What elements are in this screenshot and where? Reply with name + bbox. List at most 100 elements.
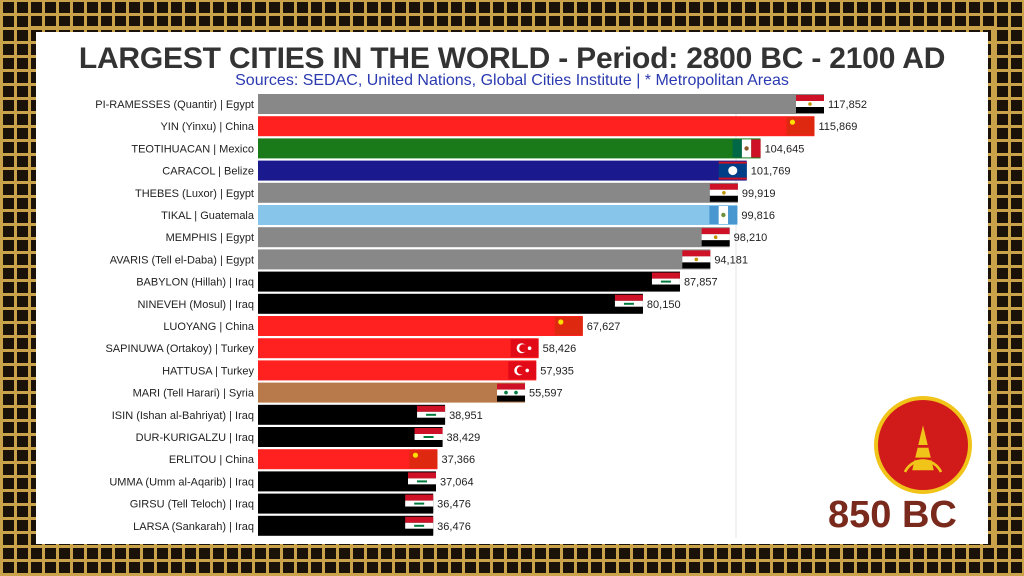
bar: [258, 427, 443, 447]
value-label: 38,429: [447, 432, 481, 444]
value-label: 98,210: [734, 232, 768, 244]
bar: [258, 249, 711, 270]
flag-iraq-icon: [614, 294, 643, 313]
flag-stripe: [554, 317, 583, 335]
value-label: 94,181: [714, 254, 748, 266]
city-label: UMMA (Umm al-Aqarib) | Iraq: [109, 476, 254, 488]
city-label: DUR-KURIGALZU | Iraq: [136, 432, 254, 444]
flag-stripe: [414, 440, 443, 446]
city-label: MEMPHIS | Egypt: [166, 232, 254, 244]
flag-iraq-icon: [405, 494, 434, 513]
flag-stripe: [623, 302, 634, 305]
flag-stripe: [614, 294, 643, 301]
city-label: CARACOL | Belize: [162, 166, 254, 178]
flag-stripe: [796, 107, 824, 113]
city-label: SAPINUWA (Ortakoy) | Turkey: [105, 343, 254, 355]
flag-stripe: [651, 284, 680, 291]
value-label: 104,645: [765, 143, 805, 155]
flag-iraq-icon: [408, 472, 437, 491]
bar: [258, 493, 434, 514]
city-label: GIRSU (Tell Teloch) | Iraq: [130, 499, 254, 511]
flag-belize-icon: [718, 161, 747, 180]
bar: [258, 271, 680, 292]
flag-emblem: [722, 191, 726, 195]
flag-stripe: [796, 95, 824, 101]
flag-star: [789, 119, 796, 125]
city-label: ERLITOU | China: [169, 454, 255, 466]
flag-stripe: [718, 177, 747, 180]
flag-star: [527, 346, 532, 351]
flag-china-icon: [409, 450, 438, 469]
flag-star: [525, 368, 530, 373]
bar: [258, 316, 583, 336]
value-label: 38,951: [449, 410, 483, 422]
value-label: 55,597: [529, 388, 563, 400]
flag-stripe: [423, 436, 434, 438]
flag-stripe: [682, 250, 711, 257]
flag-star: [412, 452, 419, 458]
city-label: LARSA (Sankarah) | Iraq: [133, 521, 254, 533]
flag-china-icon: [554, 317, 583, 335]
city-label: BABYLON (Hillah) | Iraq: [136, 277, 254, 289]
bar: [258, 471, 437, 492]
flag-stripe: [701, 240, 730, 247]
flag-stripe: [732, 139, 742, 158]
value-label: 101,769: [751, 166, 791, 178]
bar: [258, 515, 434, 536]
flag-stripe: [408, 484, 437, 491]
bar: [258, 404, 446, 425]
flag-turkey-icon: [508, 361, 537, 380]
flag-stripe: [709, 206, 719, 224]
flag-stripe: [786, 117, 815, 136]
flag-star: [514, 390, 518, 395]
flag-stripe: [728, 206, 738, 224]
flag-stripe: [497, 395, 526, 402]
bar-chart: PI-RAMESSES (Quantir) | Egypt 117,852 YIN …: [95, 94, 867, 538]
value-label: 37,366: [441, 454, 475, 466]
city-label: AVARIS (Tell el-Daba) | Egypt: [110, 254, 254, 266]
city-label: MARI (Tell Harari) | Syria: [133, 388, 255, 400]
city-label: LUOYANG | China: [163, 321, 255, 333]
flag-stripe: [709, 195, 738, 202]
flag-china-icon: [786, 117, 815, 136]
value-label: 87,857: [684, 277, 718, 289]
flag-iraq-icon: [414, 428, 443, 446]
flag-turkey-icon: [510, 339, 539, 358]
city-label: TEOTIHUACAN | Mexico: [131, 143, 254, 155]
flag-emblem: [713, 235, 718, 239]
value-label: 115,869: [818, 121, 857, 133]
cityglobetour-logo: [874, 396, 972, 494]
flag-stripe: [660, 280, 671, 283]
city-label: PI-RAMESSES (Quantir) | Egypt: [95, 99, 254, 111]
flag-egypt-icon: [682, 250, 711, 269]
flag-stripe: [405, 528, 434, 535]
value-label: 57,935: [540, 365, 574, 377]
flag-stripe: [709, 183, 738, 190]
flag-stripe: [417, 417, 446, 424]
flag-star: [504, 390, 508, 395]
value-label: 36,476: [437, 499, 471, 511]
value-label: 80,150: [647, 299, 681, 311]
year-label: 850 BC: [828, 494, 957, 536]
flag-stripe: [405, 506, 434, 513]
flag-stripe: [497, 389, 526, 396]
flag-emblem: [694, 257, 699, 262]
flag-stripe: [405, 494, 434, 501]
bar: [258, 94, 824, 114]
bar: [258, 182, 738, 203]
flag-stripe: [651, 272, 680, 279]
city-label: THEBES (Luxor) | Egypt: [135, 188, 254, 200]
flag-syria-icon: [497, 383, 526, 402]
value-label: 37,064: [440, 476, 474, 488]
value-label: 36,476: [437, 521, 471, 533]
flag-iraq-icon: [651, 272, 680, 291]
flag-stripe: [405, 516, 434, 523]
bar: [258, 160, 747, 181]
flag-crescent-inner: [516, 366, 525, 375]
flag-stripe: [426, 413, 437, 416]
city-label: HATTUSA | Turkey: [162, 365, 254, 377]
flag-guatemala-icon: [709, 206, 738, 224]
flag-stripe: [718, 161, 747, 164]
bar: [258, 116, 815, 137]
bar: [258, 449, 438, 470]
